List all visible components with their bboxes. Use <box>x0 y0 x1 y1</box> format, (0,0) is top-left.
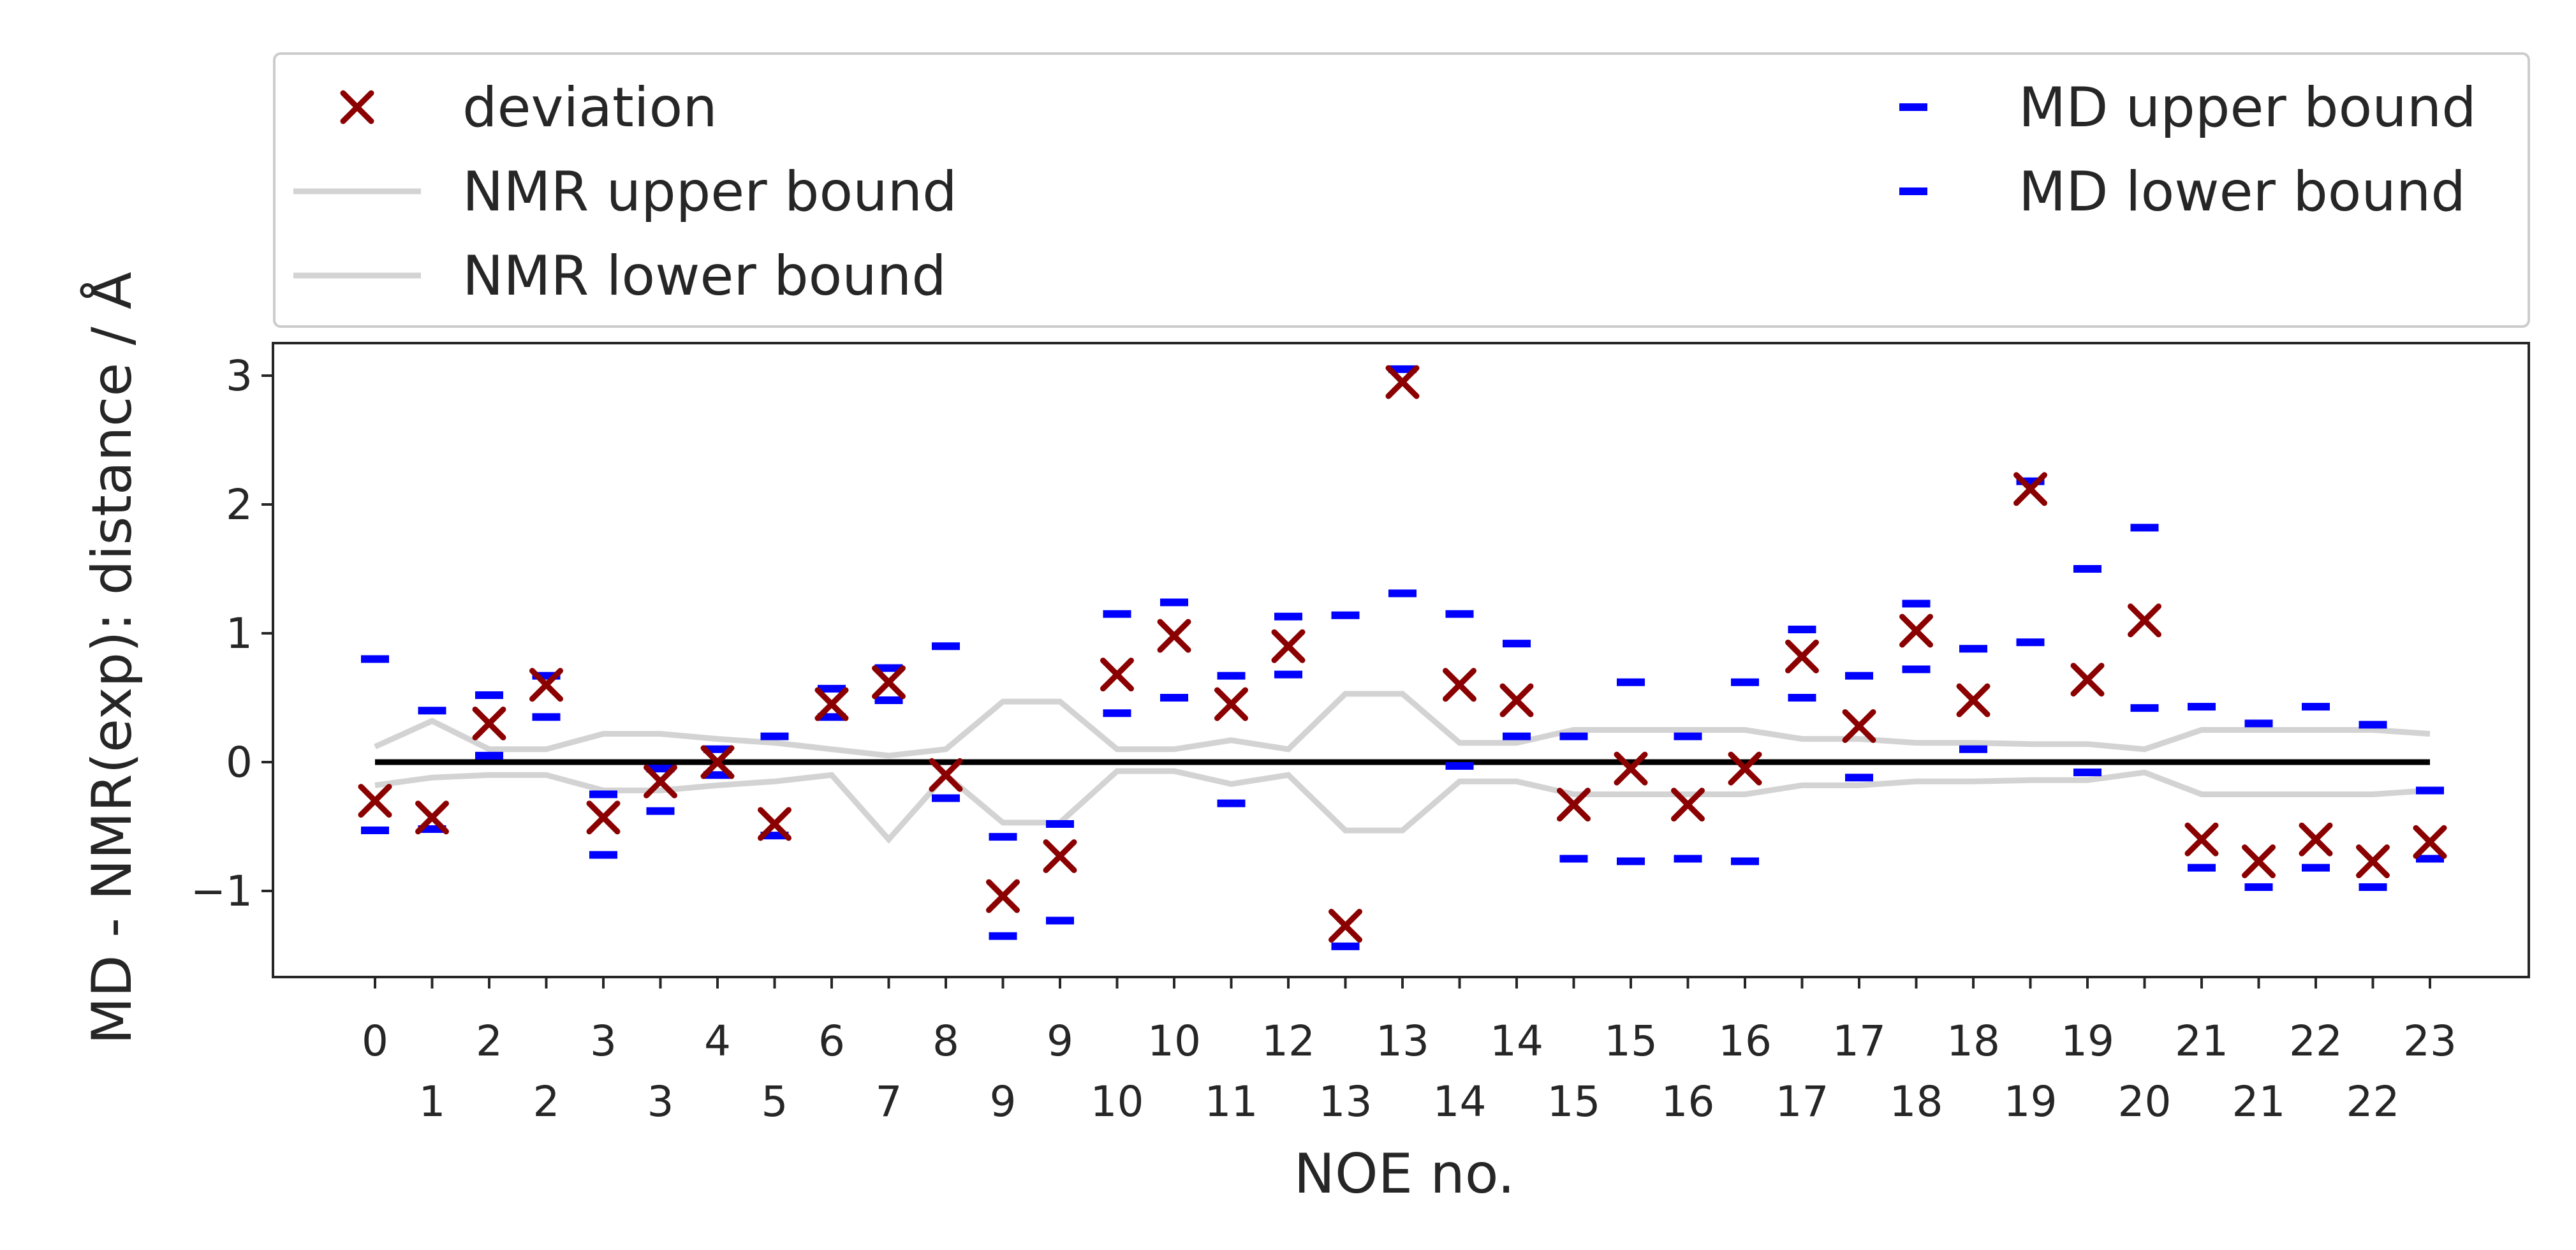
x-tick-label: 22 <box>2289 1017 2343 1066</box>
deviation-marker <box>358 784 392 818</box>
deviation-marker <box>2242 844 2276 879</box>
x-tick-label: 1 <box>419 1077 446 1126</box>
x-tick-label: 17 <box>1832 1017 1886 1066</box>
deviation-marker <box>1728 751 1762 786</box>
legend: deviation NMR upper bound NMR lower bound M… <box>273 52 2530 328</box>
x-tick-label: 13 <box>1376 1017 1429 1066</box>
deviation-marker <box>1271 629 1306 663</box>
deviation-marker <box>1499 683 1534 717</box>
legend-deviation-icon <box>340 90 374 124</box>
x-tick-label: 3 <box>647 1077 674 1126</box>
legend-label: NMR upper bound <box>462 160 957 224</box>
deviation-marker <box>472 706 506 740</box>
x-axis-label: NOE no. <box>1294 1142 1515 1206</box>
x-tick-label: 12 <box>1262 1017 1315 1066</box>
x-tick-label: 7 <box>876 1077 902 1126</box>
deviation-marker <box>1842 709 1876 743</box>
x-tick-label: 22 <box>2346 1077 2400 1126</box>
x-tick-label: 18 <box>1890 1077 1943 1126</box>
x-tick-label: 16 <box>1718 1017 1772 1066</box>
x-tick-label: 10 <box>1091 1077 1144 1126</box>
y-tick-label: 3 <box>226 351 253 401</box>
x-tick-label: 4 <box>704 1017 731 1066</box>
x-tick-label: 0 <box>362 1017 388 1066</box>
deviation-marker <box>2070 663 2105 697</box>
deviation-marker <box>1614 751 1648 786</box>
plot-frame <box>272 342 2530 978</box>
legend-label: deviation <box>462 76 718 140</box>
y-tick-label: 0 <box>226 738 253 787</box>
x-tick-label: 16 <box>1661 1077 1715 1126</box>
x-tick-label: 13 <box>1319 1077 1373 1126</box>
x-tick-label: 20 <box>2118 1077 2172 1126</box>
x-tick-label: 19 <box>2061 1017 2114 1066</box>
legend-box <box>273 52 2530 328</box>
deviation-marker <box>2413 825 2447 859</box>
deviation-marker <box>2013 472 2047 506</box>
x-tick-label: 2 <box>533 1077 560 1126</box>
deviation-marker <box>1157 619 1191 653</box>
y-tick-label: 2 <box>226 480 253 529</box>
legend-label: NMR lower bound <box>462 244 946 308</box>
x-tick-label: 11 <box>1205 1077 1258 1126</box>
legend-label: MD upper bound <box>2019 76 2477 140</box>
deviation-marker <box>586 800 621 835</box>
axes: −101230122334567899101011121313141415151… <box>191 342 2530 1126</box>
deviation-marker <box>1899 614 1933 648</box>
deviation-marker <box>644 764 677 798</box>
x-tick-label: 14 <box>1490 1017 1543 1066</box>
deviation-marker <box>814 687 849 721</box>
x-tick-label: 10 <box>1147 1017 1201 1066</box>
x-tick-label: 3 <box>590 1017 617 1066</box>
x-tick-label: 14 <box>1433 1077 1487 1126</box>
deviation-marker <box>1100 658 1134 692</box>
deviation-marker <box>1785 639 1819 673</box>
x-tick-label: 6 <box>818 1017 845 1066</box>
deviation-marker <box>700 745 735 779</box>
deviation-marker <box>929 758 963 792</box>
deviation-marker <box>2128 603 2161 638</box>
deviation-marker <box>1385 365 1420 399</box>
nmr-lower-bound-line <box>374 768 2431 844</box>
deviation-marker <box>1671 788 1705 822</box>
deviation-marker <box>872 665 906 700</box>
x-tick-label: 21 <box>2175 1017 2228 1066</box>
deviation-marker <box>415 800 449 835</box>
x-tick-label: 5 <box>762 1077 788 1126</box>
x-tick-label: 23 <box>2403 1017 2457 1066</box>
deviation-marker <box>986 879 1020 913</box>
x-tick-label: 15 <box>1547 1077 1601 1126</box>
x-tick-label: 21 <box>2232 1077 2286 1126</box>
deviation-marker <box>1956 683 1991 717</box>
x-tick-label: 9 <box>990 1077 1017 1126</box>
deviation-marker <box>1557 788 1591 822</box>
x-tick-label: 18 <box>1947 1017 2000 1066</box>
x-tick-label: 9 <box>1047 1017 1073 1066</box>
y-tick-label: 1 <box>226 609 253 658</box>
plot-area <box>358 365 2447 950</box>
nmr-upper-bound-line <box>374 691 2431 759</box>
deviation-marker <box>758 807 791 841</box>
x-tick-label: 2 <box>476 1017 503 1066</box>
deviation-marker <box>1214 687 1248 721</box>
deviation-marker <box>1328 909 1362 943</box>
y-axis-label: MD - NMR(exp): distance / Å <box>80 272 144 1045</box>
deviation-marker <box>2299 822 2333 857</box>
x-tick-label: 19 <box>2004 1077 2057 1126</box>
deviation-marker <box>2356 844 2390 879</box>
deviation-marker <box>1443 668 1476 702</box>
x-tick-label: 15 <box>1604 1017 1658 1066</box>
legend-label: MD lower bound <box>2019 160 2466 224</box>
x-tick-label: 17 <box>1776 1077 1829 1126</box>
y-tick-label: −1 <box>191 867 253 916</box>
deviation-marker <box>2184 822 2219 857</box>
x-tick-label: 8 <box>932 1017 959 1066</box>
deviation-marker <box>529 668 563 702</box>
deviation-marker <box>1043 839 1077 873</box>
